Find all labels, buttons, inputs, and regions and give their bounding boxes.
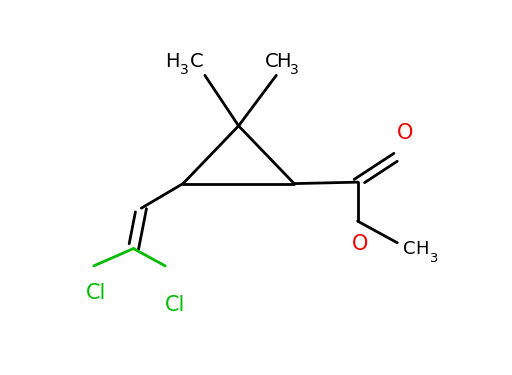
Text: C: C: [190, 52, 203, 70]
Text: 3: 3: [180, 63, 189, 77]
Text: Cl: Cl: [86, 283, 106, 303]
Text: C: C: [403, 240, 416, 258]
Text: H: H: [415, 240, 429, 258]
Text: O: O: [397, 123, 413, 143]
Text: 3: 3: [290, 63, 299, 77]
Text: 3: 3: [429, 252, 437, 265]
Text: O: O: [351, 234, 368, 254]
Text: H: H: [276, 52, 291, 70]
Text: Cl: Cl: [165, 295, 185, 315]
Text: H: H: [165, 52, 180, 70]
Text: C: C: [264, 52, 278, 70]
